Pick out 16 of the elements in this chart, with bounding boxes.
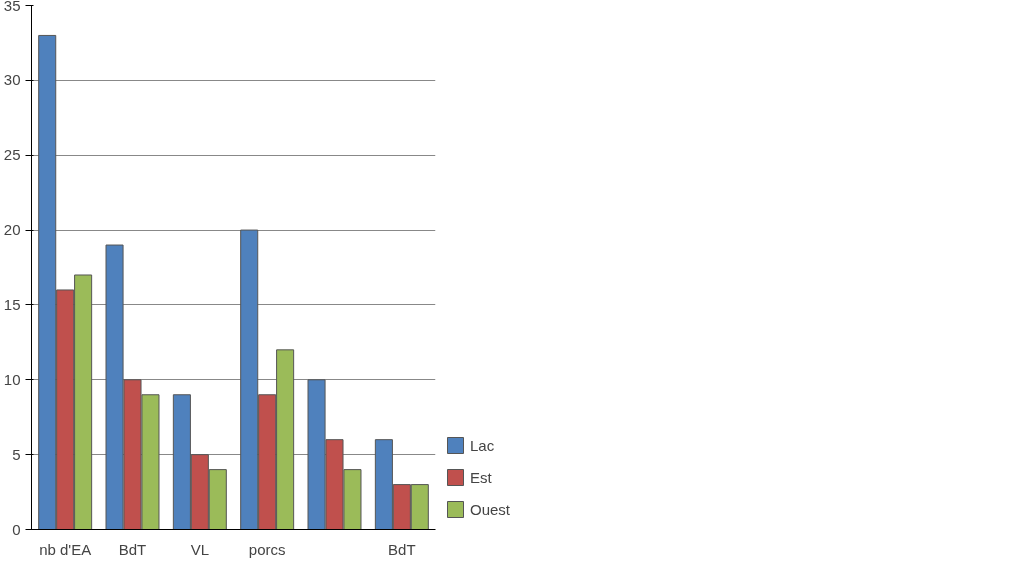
y-tick-label: 5 [12, 445, 21, 463]
y-tick-label: 0 [12, 520, 21, 538]
y-tick-label: 20 [3, 221, 21, 239]
x-tick-label: BdT [388, 540, 416, 558]
y-tick-label: 15 [3, 295, 21, 313]
legend-label: Lac [470, 436, 495, 454]
x-tick-label: VL [190, 540, 210, 558]
y-tick-label: 10 [3, 370, 21, 388]
y-tick-label: 25 [3, 146, 21, 164]
x-tick-label: nb d'EA [39, 540, 92, 558]
x-tick-label: BdT [118, 540, 147, 558]
y-tick-label: 35 [3, 0, 21, 14]
legend-label: Ouest [470, 500, 511, 518]
y-tick-label: 30 [3, 71, 21, 89]
legend-label: Est [470, 468, 492, 486]
x-tick-label: porcs [248, 540, 286, 558]
